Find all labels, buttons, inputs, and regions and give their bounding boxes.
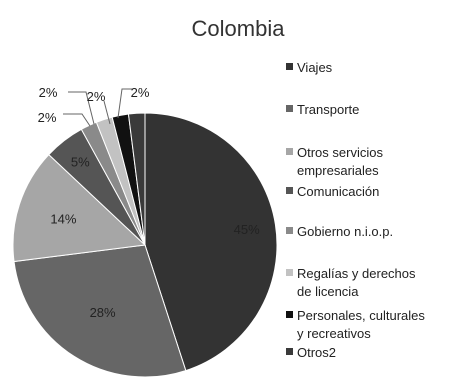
legend-item-comunicacion: Comunicación — [286, 184, 379, 199]
value-label: 14% — [50, 212, 76, 227]
value-label: 2% — [38, 110, 57, 125]
pie-value-labels: 45% 28% 14% 5% 2% 2% 2% 2% — [38, 85, 261, 320]
chart-title: Colombia — [192, 16, 286, 41]
legend-swatch — [286, 227, 293, 234]
pie-slices — [12, 112, 278, 378]
legend-swatch — [286, 187, 293, 194]
legend-swatch — [286, 63, 293, 70]
legend-item-gobierno-n-i-o-p: Gobierno n.i.o.p. — [286, 224, 393, 239]
legend-label: Viajes — [297, 60, 333, 75]
legend: Viajes Transporte Otros servicios empresari… — [286, 60, 425, 360]
legend-label: empresariales — [297, 163, 379, 178]
legend-item-personales-culturales-y-recreativos: Personales, culturales y recreativos — [286, 308, 425, 341]
value-label: 45% — [234, 222, 260, 237]
leader-line — [63, 113, 91, 127]
leader-line — [68, 91, 95, 125]
legend-label: Otros2 — [297, 345, 336, 360]
pie-slice-transporte — [13, 244, 187, 378]
legend-item-transporte: Transporte — [286, 102, 359, 117]
legend-item-otros-servicios-empresariales: Otros servicios empresariales — [286, 145, 383, 178]
value-label: 5% — [71, 155, 90, 170]
legend-label: y recreativos — [297, 326, 371, 341]
value-label: 2% — [87, 89, 106, 104]
legend-label: Transporte — [297, 102, 359, 117]
legend-label: Regalías y derechos — [297, 266, 416, 281]
value-label: 28% — [90, 305, 116, 320]
legend-label: Comunicación — [297, 184, 379, 199]
legend-item-otros2: Otros2 — [286, 345, 336, 360]
value-label: 2% — [39, 85, 58, 100]
leader-line — [117, 88, 132, 119]
legend-item-viajes: Viajes — [286, 60, 333, 75]
legend-label: Gobierno n.i.o.p. — [297, 224, 393, 239]
legend-swatch — [286, 348, 293, 355]
legend-swatch — [286, 311, 293, 318]
value-label: 2% — [131, 85, 150, 100]
legend-label: de licencia — [297, 284, 359, 299]
pie-slice-otros-servicios-empresariales — [12, 153, 147, 263]
legend-swatch — [286, 148, 293, 155]
pie-slice-otros2 — [127, 112, 146, 246]
legend-swatch — [286, 105, 293, 112]
legend-label: Otros servicios — [297, 145, 383, 160]
pie-slice-viajes — [144, 112, 278, 372]
leader-line — [103, 100, 111, 125]
legend-swatch — [286, 269, 293, 276]
legend-item-regalias-y-derechos-de-licencia: Regalías y derechos de licencia — [286, 266, 416, 299]
legend-label: Personales, culturales — [297, 308, 425, 323]
